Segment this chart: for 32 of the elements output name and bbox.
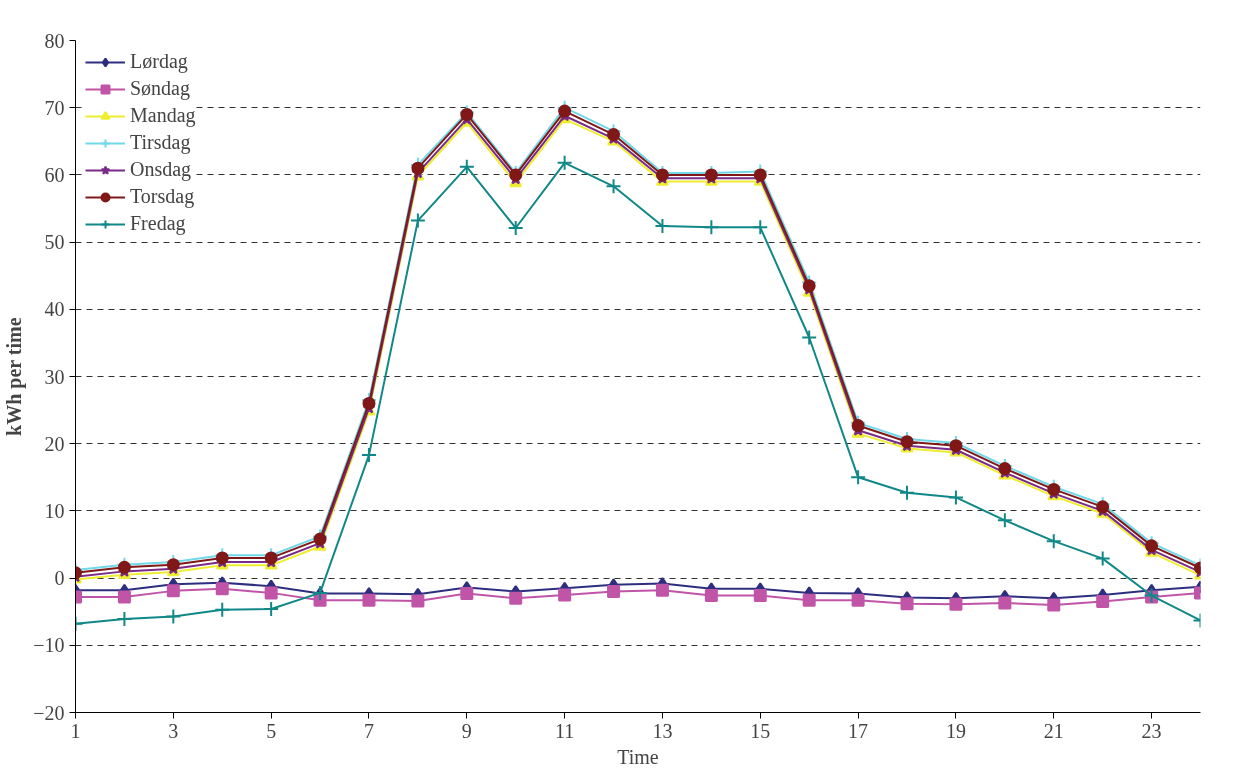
legend-label: Mandag — [130, 104, 196, 127]
y-tick-label: 20 — [44, 432, 65, 455]
y-axis-title: kWh per time — [3, 317, 27, 436]
y-tick-label: 60 — [44, 163, 65, 186]
x-tick-label: 17 — [848, 719, 869, 742]
legend-label: Tirsdag — [130, 131, 191, 154]
x-axis-title: Time — [617, 745, 659, 768]
x-tick-label: 5 — [266, 719, 277, 742]
x-tick-label: 21 — [1043, 719, 1064, 742]
y-tick-label: 50 — [44, 231, 65, 254]
x-tick-label: 13 — [652, 719, 673, 742]
y-tick-label: 70 — [44, 96, 65, 119]
y-tick-label: 30 — [44, 365, 65, 388]
y-tick-label: 80 — [44, 29, 65, 52]
x-tick-label: 11 — [555, 719, 575, 742]
legend-label: Fredag — [130, 212, 186, 235]
x-tick-label: 9 — [461, 719, 472, 742]
legend-label: Torsdag — [130, 185, 195, 208]
x-tick-label: 3 — [168, 719, 179, 742]
y-tick-label: 10 — [44, 499, 65, 522]
y-tick-label: −10 — [33, 634, 65, 657]
y-tick-label: 40 — [44, 298, 65, 321]
legend-label: Søndag — [130, 77, 190, 100]
legend-label: Lørdag — [130, 50, 188, 73]
x-tick-label: 1 — [70, 719, 81, 742]
x-tick-label: 7 — [363, 719, 374, 742]
x-tick-label: 19 — [945, 719, 966, 742]
x-tick-label: 23 — [1141, 719, 1162, 742]
y-tick-label: −20 — [33, 701, 65, 724]
x-tick-label: 15 — [750, 719, 771, 742]
y-tick-label: 0 — [54, 567, 65, 590]
legend-label: Onsdag — [130, 158, 192, 181]
